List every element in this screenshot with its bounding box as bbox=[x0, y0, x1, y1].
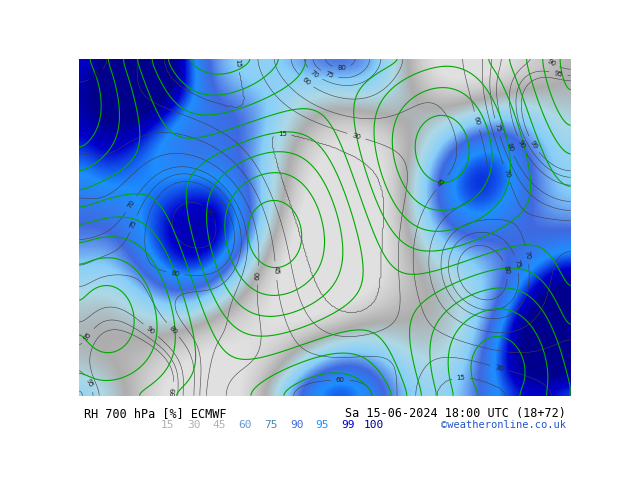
Text: 90: 90 bbox=[205, 207, 215, 218]
Text: 75: 75 bbox=[129, 219, 138, 229]
Text: 100: 100 bbox=[364, 420, 384, 430]
Text: ©weatheronline.co.uk: ©weatheronline.co.uk bbox=[441, 420, 566, 430]
Text: 75: 75 bbox=[513, 259, 521, 269]
Text: 15: 15 bbox=[278, 131, 287, 137]
Text: 70: 70 bbox=[524, 250, 531, 260]
Text: 95: 95 bbox=[83, 331, 93, 342]
Text: 99: 99 bbox=[171, 387, 177, 396]
Text: RH 700 hPa [%] ECMWF: RH 700 hPa [%] ECMWF bbox=[84, 407, 227, 420]
Text: 45: 45 bbox=[273, 266, 280, 275]
Text: 90: 90 bbox=[545, 58, 556, 68]
Text: 45: 45 bbox=[437, 177, 447, 188]
Text: 45: 45 bbox=[212, 420, 226, 430]
Text: 15: 15 bbox=[235, 59, 242, 68]
Text: 95: 95 bbox=[84, 378, 94, 389]
Text: 30: 30 bbox=[187, 420, 200, 430]
Text: 30: 30 bbox=[351, 132, 361, 140]
Text: 60: 60 bbox=[336, 377, 345, 383]
Text: 90: 90 bbox=[145, 325, 156, 336]
Text: 15: 15 bbox=[161, 420, 174, 430]
Text: 75: 75 bbox=[324, 71, 335, 79]
Text: 45: 45 bbox=[91, 70, 102, 80]
Text: 70: 70 bbox=[309, 69, 320, 79]
Text: 80: 80 bbox=[506, 142, 515, 153]
Text: 70: 70 bbox=[502, 168, 511, 178]
Text: 60: 60 bbox=[473, 116, 481, 126]
Text: 60: 60 bbox=[238, 420, 252, 430]
Text: 30: 30 bbox=[494, 364, 504, 372]
Text: 95: 95 bbox=[316, 420, 329, 430]
Text: 15: 15 bbox=[456, 374, 465, 381]
Text: 80: 80 bbox=[167, 324, 178, 335]
Text: 75: 75 bbox=[493, 122, 501, 133]
Text: 60: 60 bbox=[301, 76, 311, 86]
Text: 80: 80 bbox=[337, 65, 346, 71]
Text: 60: 60 bbox=[255, 270, 261, 280]
Text: 75: 75 bbox=[264, 420, 278, 430]
Text: 90: 90 bbox=[290, 420, 304, 430]
Text: 80: 80 bbox=[171, 270, 180, 277]
Text: Sa 15-06-2024 18:00 UTC (18+72): Sa 15-06-2024 18:00 UTC (18+72) bbox=[345, 407, 566, 420]
Text: 90: 90 bbox=[517, 139, 526, 150]
Text: 80: 80 bbox=[502, 265, 510, 274]
Text: 70: 70 bbox=[126, 199, 136, 210]
Text: 99: 99 bbox=[529, 139, 539, 150]
Text: 95: 95 bbox=[553, 70, 563, 78]
Text: 99: 99 bbox=[342, 420, 355, 430]
